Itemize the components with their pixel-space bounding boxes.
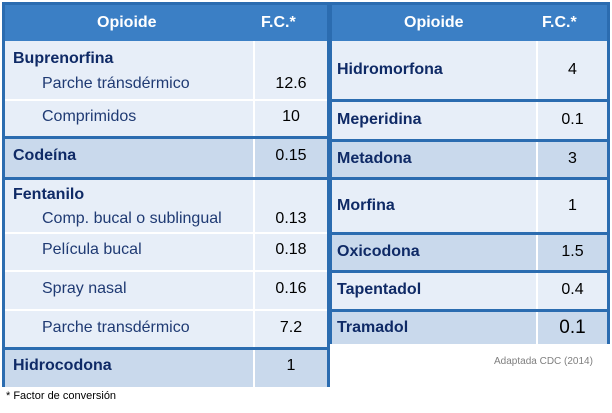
opioid-form: Película bucal bbox=[42, 241, 142, 258]
table-row: Oxicodona 1.5 bbox=[332, 232, 607, 270]
factor-value: 0.1 bbox=[561, 111, 584, 128]
right-header-factor: F.C.* bbox=[542, 14, 577, 31]
left-header-factor: F.C.* bbox=[261, 14, 296, 31]
opioid-form: Parche tránsdérmico bbox=[42, 75, 190, 92]
opioid-name: Morfina bbox=[337, 197, 395, 214]
factor-value: 4 bbox=[568, 61, 577, 78]
factor-value: 1.5 bbox=[561, 243, 584, 260]
opioid-name: Oxicodona bbox=[337, 243, 420, 260]
opioid-form: Comprimidos bbox=[42, 108, 137, 125]
opioid-name-codeina: Codeína bbox=[13, 147, 77, 164]
factor-value: 0.18 bbox=[275, 241, 307, 258]
right-conversion-table: Opioide F.C.* Hidromorfona 4 Meperidina … bbox=[330, 2, 610, 344]
opioid-name: Meperidina bbox=[337, 111, 422, 128]
left-table-header: Opioide F.C.* bbox=[5, 5, 327, 41]
table-row: Película bucal 0.18 bbox=[5, 232, 327, 270]
left-header-opioid: Opioide bbox=[97, 14, 157, 31]
table-row: Codeína 0.15 bbox=[5, 136, 327, 177]
right-header-opioid: Opioide bbox=[404, 14, 464, 31]
factor-value: 12.6 bbox=[275, 75, 307, 92]
opioid-form: Spray nasal bbox=[42, 280, 127, 297]
factor-value: 0.13 bbox=[275, 210, 307, 227]
table-row: Spray nasal 0.16 bbox=[5, 270, 327, 309]
left-conversion-table: Opioide F.C.* Buprenorfina Parche tránsd… bbox=[2, 2, 330, 387]
opioid-form: Parche transdérmico bbox=[42, 319, 190, 336]
table-row: Tapentadol 0.4 bbox=[332, 270, 607, 309]
factor-value: 1 bbox=[568, 197, 577, 214]
table-row: Meperidina 0.1 bbox=[332, 99, 607, 139]
opioid-name: Hidromorfona bbox=[337, 61, 443, 78]
opioid-name-fentanilo: Fentanilo bbox=[13, 186, 85, 203]
opioid-name: Metadona bbox=[337, 150, 412, 167]
opioid-form: Comp. bucal o sublingual bbox=[42, 210, 222, 227]
factor-value: 0.4 bbox=[561, 281, 584, 298]
opioid-name: Tramadol bbox=[337, 319, 409, 336]
factor-value: 1 bbox=[286, 357, 296, 374]
table-row: Hidromorfona 4 bbox=[332, 41, 607, 99]
factor-value: 0.1 bbox=[559, 317, 586, 338]
factor-value: 10 bbox=[282, 108, 300, 125]
factor-value: 0.16 bbox=[275, 280, 307, 297]
table-row: Parche transdérmico 7.2 bbox=[5, 309, 327, 347]
table-row: Hidrocodona 1 bbox=[5, 347, 327, 387]
table-row: Morfina 1 bbox=[332, 177, 607, 232]
table-row: Tramadol 0.1 bbox=[332, 309, 607, 344]
opioid-name-buprenorfina: Buprenorfina bbox=[13, 50, 114, 67]
table-row: Fentanilo Comp. bucal o sublingual 0.13 bbox=[5, 177, 327, 232]
factor-value: 7.2 bbox=[279, 319, 303, 336]
table-row: Buprenorfina Parche tránsdérmico 12.6 bbox=[5, 41, 327, 99]
opioid-name: Tapentadol bbox=[337, 281, 422, 298]
factor-value: 0.15 bbox=[275, 147, 307, 164]
factor-value: 3 bbox=[568, 150, 577, 167]
footnote: * Factor de conversión bbox=[6, 390, 117, 402]
opioid-name-hidrocodona: Hidrocodona bbox=[13, 357, 112, 374]
right-table-header: Opioide F.C.* bbox=[332, 5, 607, 41]
table-row: Comprimidos 10 bbox=[5, 99, 327, 136]
table-row: Metadona 3 bbox=[332, 139, 607, 177]
source-citation: Adaptada CDC (2014) bbox=[494, 356, 593, 367]
